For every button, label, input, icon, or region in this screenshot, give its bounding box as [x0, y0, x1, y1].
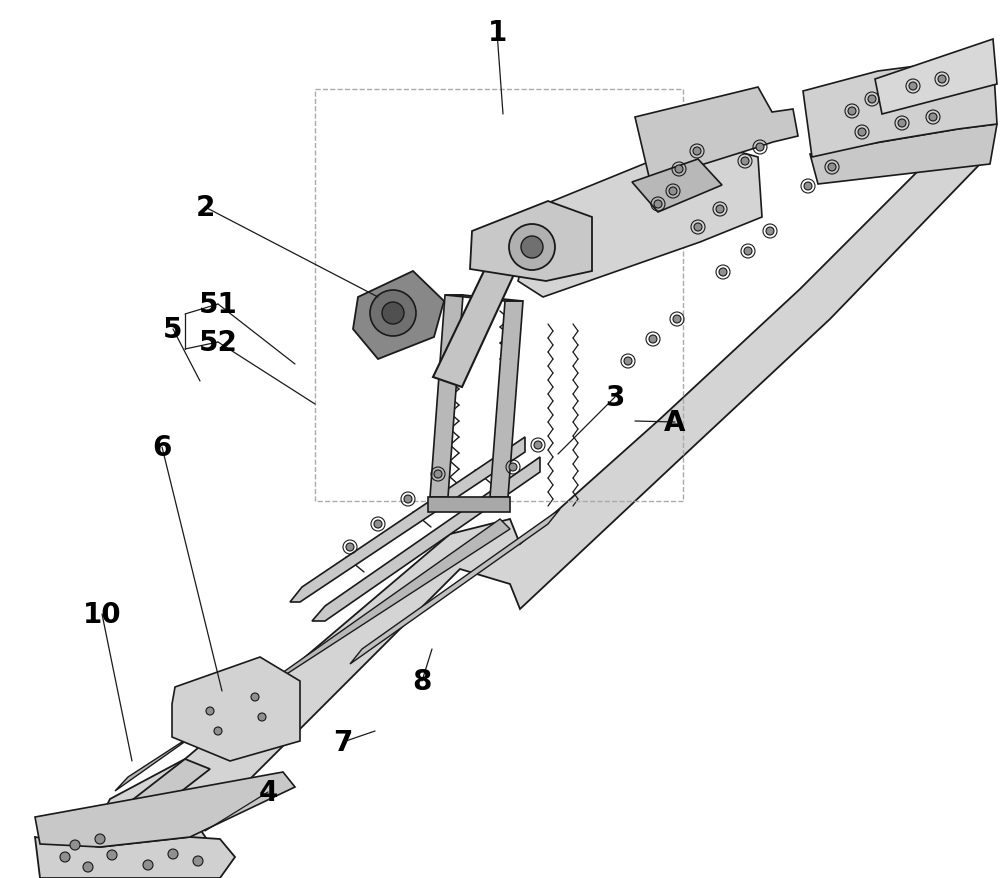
- Circle shape: [95, 834, 105, 844]
- Polygon shape: [433, 222, 534, 387]
- Circle shape: [804, 183, 812, 191]
- Text: 10: 10: [83, 601, 121, 629]
- Circle shape: [756, 144, 764, 152]
- Polygon shape: [428, 498, 510, 513]
- Circle shape: [848, 108, 856, 116]
- Polygon shape: [115, 520, 510, 791]
- Circle shape: [214, 727, 222, 735]
- Polygon shape: [353, 271, 444, 360]
- Circle shape: [193, 856, 203, 866]
- Circle shape: [898, 120, 906, 128]
- Polygon shape: [35, 772, 295, 847]
- Polygon shape: [875, 40, 997, 115]
- Text: 2: 2: [195, 194, 215, 222]
- Text: 5: 5: [163, 315, 183, 343]
- Circle shape: [509, 225, 555, 270]
- Circle shape: [858, 129, 866, 137]
- Text: 7: 7: [333, 728, 353, 756]
- Circle shape: [909, 83, 917, 91]
- Circle shape: [719, 269, 727, 277]
- Text: 8: 8: [412, 667, 432, 695]
- Text: 51: 51: [199, 291, 237, 319]
- Circle shape: [649, 335, 657, 343]
- Text: 1: 1: [487, 19, 507, 47]
- Circle shape: [509, 464, 517, 471]
- Circle shape: [370, 291, 416, 336]
- Circle shape: [382, 303, 404, 325]
- Circle shape: [938, 76, 946, 84]
- Polygon shape: [290, 437, 525, 602]
- Circle shape: [534, 442, 542, 450]
- Text: 3: 3: [605, 384, 625, 412]
- Text: 4: 4: [258, 778, 278, 806]
- Circle shape: [828, 164, 836, 172]
- Circle shape: [693, 148, 701, 155]
- Circle shape: [143, 860, 153, 870]
- Polygon shape: [40, 759, 210, 878]
- Circle shape: [744, 248, 752, 255]
- Polygon shape: [490, 302, 523, 498]
- Text: A: A: [664, 408, 686, 436]
- Circle shape: [654, 201, 662, 209]
- Circle shape: [868, 96, 876, 104]
- Circle shape: [624, 357, 632, 365]
- Circle shape: [434, 471, 442, 479]
- Circle shape: [83, 862, 93, 872]
- Text: 6: 6: [152, 434, 172, 462]
- Circle shape: [346, 543, 354, 551]
- Polygon shape: [445, 296, 523, 302]
- Polygon shape: [40, 130, 980, 878]
- Circle shape: [694, 224, 702, 232]
- Polygon shape: [470, 202, 592, 282]
- Circle shape: [251, 694, 259, 702]
- Polygon shape: [632, 160, 722, 212]
- Polygon shape: [350, 509, 560, 665]
- Text: 52: 52: [199, 328, 237, 356]
- Circle shape: [70, 840, 80, 850]
- Circle shape: [675, 166, 683, 174]
- Circle shape: [929, 114, 937, 122]
- Circle shape: [258, 713, 266, 721]
- Circle shape: [741, 158, 749, 166]
- Circle shape: [404, 495, 412, 503]
- Polygon shape: [312, 457, 540, 622]
- Circle shape: [60, 852, 70, 862]
- Polygon shape: [430, 296, 463, 498]
- Circle shape: [168, 849, 178, 859]
- Circle shape: [673, 315, 681, 324]
- Circle shape: [107, 850, 117, 860]
- Polygon shape: [803, 57, 997, 158]
- Polygon shape: [635, 88, 798, 182]
- Polygon shape: [810, 125, 997, 184]
- Polygon shape: [518, 142, 762, 298]
- Circle shape: [521, 237, 543, 259]
- Polygon shape: [172, 658, 300, 761]
- Circle shape: [206, 707, 214, 716]
- Circle shape: [716, 205, 724, 213]
- Circle shape: [766, 227, 774, 235]
- Circle shape: [669, 188, 677, 196]
- Circle shape: [374, 521, 382, 529]
- Polygon shape: [35, 837, 235, 878]
